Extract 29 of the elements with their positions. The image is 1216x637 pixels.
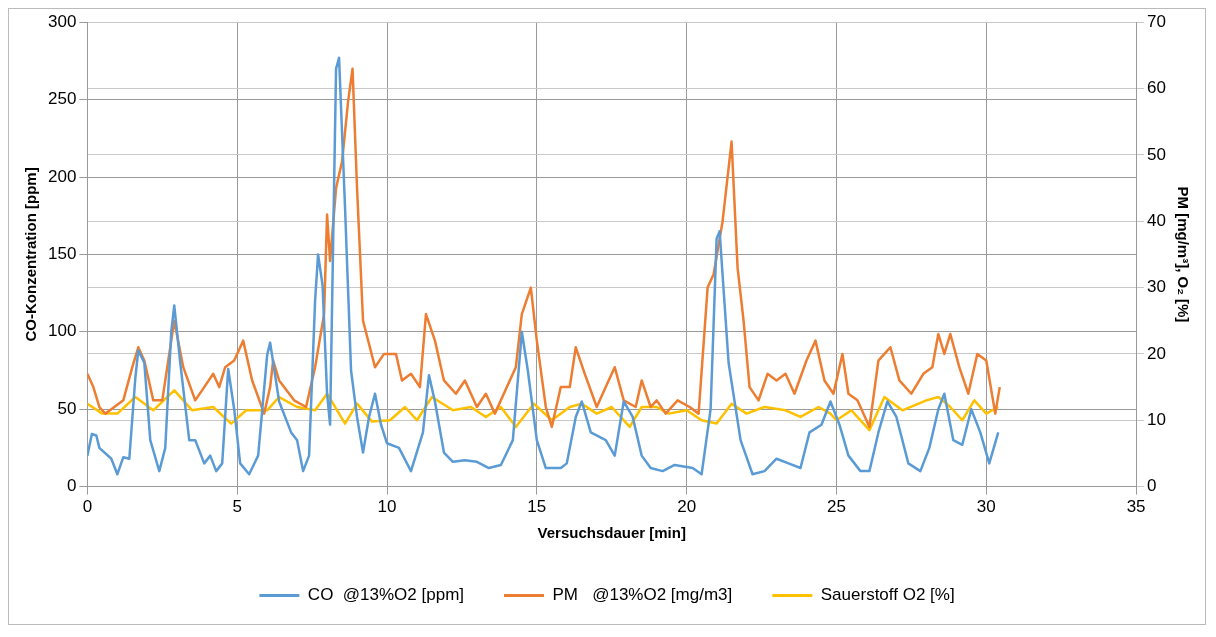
legend-label: Sauerstoff O2 [%] [820,585,955,605]
x-axis-title: Versuchsdauer [min] [537,524,686,542]
legend-label: CO @13%O2 [ppm] [307,585,465,605]
y2-tick-label: 20 [1147,343,1167,363]
x-tick-label: 10 [377,497,397,517]
y2-tick-label: 60 [1147,78,1167,98]
y2-tick-label: 30 [1147,277,1167,297]
legend-label: PM @13%O2 [mg/m3] [552,585,733,605]
y2-tick-label: 10 [1147,409,1167,429]
y-tick-label: 0 [66,476,77,496]
y-axis-title: CO-Konzentration [ppm] [22,167,40,342]
y-tick-label: 250 [47,89,77,109]
x-tick-label: 0 [82,497,93,517]
y-tick-label: 100 [47,321,77,341]
y2-tick-label: 40 [1147,210,1167,230]
y-tick-label: 150 [47,244,77,264]
x-tick-label: 30 [976,497,996,517]
y2-tick-label: 50 [1147,144,1167,164]
y-tick-label: 200 [47,166,77,186]
x-tick-label: 35 [1126,497,1146,517]
x-tick-label: 15 [527,497,547,517]
y2-axis-title: PM [mg/m³], O₂ [%] [1174,186,1192,323]
x-tick-label: 5 [232,497,242,517]
y-tick-label: 300 [47,11,77,31]
y2-tick-label: 0 [1147,476,1157,496]
y-tick-label: 50 [57,398,77,418]
y2-tick-label: 70 [1147,11,1167,31]
x-tick-label: 25 [826,497,846,517]
x-tick-label: 20 [677,497,697,517]
